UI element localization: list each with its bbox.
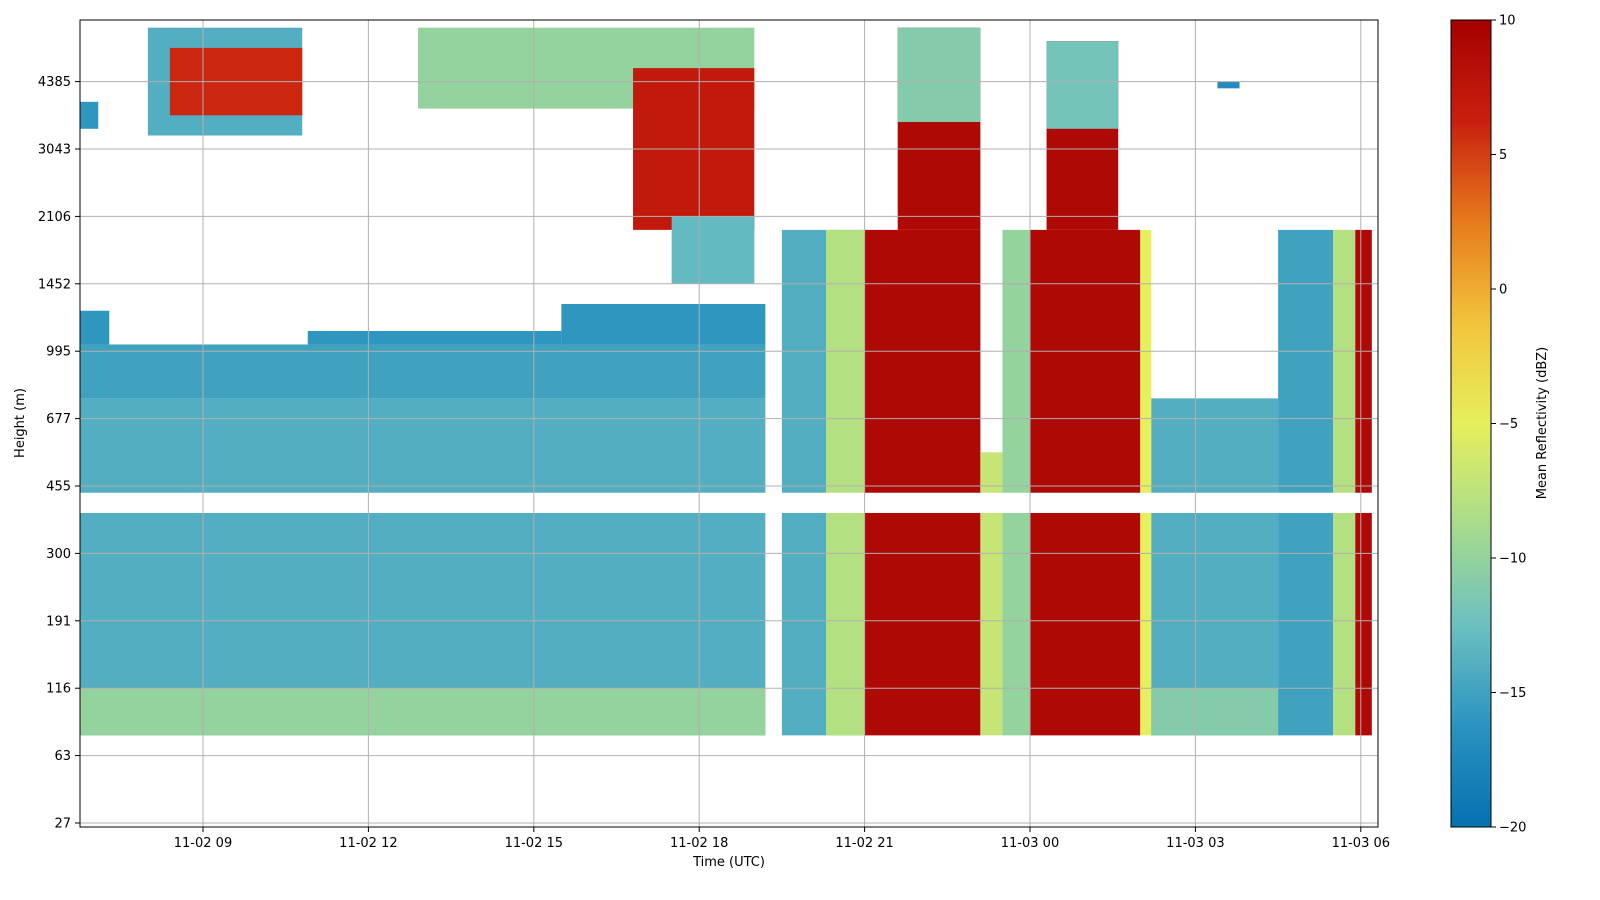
heatmap-cell-precip-gap-fill bbox=[980, 452, 1003, 736]
heatmap-cell-patch-upper-left bbox=[80, 101, 99, 129]
heatmap-cell-precip-2-upper-edge bbox=[1046, 41, 1119, 129]
x-tick-label: 11-02 12 bbox=[339, 836, 397, 851]
plot-frame bbox=[79, 19, 1379, 828]
colorbar-tick-label: 5 bbox=[1499, 148, 1507, 163]
heatmap-cell-low-cloud-mid bbox=[307, 330, 562, 345]
y-tick-label: 1452 bbox=[38, 277, 71, 292]
x-tick-label: 11-03 06 bbox=[1332, 836, 1390, 851]
heatmap-cell-precip-1-upper-edge bbox=[897, 27, 981, 123]
colorbar-ticks: 10 5 0 −5 −10 −15 −20 bbox=[1491, 14, 1526, 836]
x-tick-label: 11-03 00 bbox=[1001, 836, 1059, 851]
y-axis-title: Height (m) bbox=[13, 388, 28, 458]
heatmap-cell-precip-3-core bbox=[1355, 229, 1372, 736]
y-tick-label: 2106 bbox=[38, 210, 71, 225]
colorbar-tick-label: −15 bbox=[1499, 686, 1526, 701]
heatmap-cell-precip-1-edge bbox=[826, 229, 865, 736]
heatmap-cell-precip-2-trail bbox=[1140, 229, 1152, 736]
y-tick-label: 455 bbox=[46, 480, 71, 495]
y-tick-label: 116 bbox=[46, 682, 71, 697]
colorbar-label: Mean Reflectivity (dBZ) bbox=[1535, 347, 1550, 500]
heatmap-cell-upper-cloud-2-tail bbox=[671, 216, 755, 284]
heatmap-gap-band-300-191 bbox=[80, 492, 1378, 513]
heatmap-cell-late-surface-band bbox=[1151, 688, 1279, 736]
colorbar: 10 5 0 −5 −10 −15 −20 Mean Reflectivity (dBZ) bbox=[1450, 14, 1550, 836]
heatmap-layer bbox=[80, 27, 1378, 736]
y-tick-label: 677 bbox=[46, 412, 71, 427]
x-tick-label: 11-02 15 bbox=[505, 836, 563, 851]
heatmap-cell-precip-3-edge bbox=[1333, 229, 1356, 736]
x-axis-title: Time (UTC) bbox=[692, 855, 765, 870]
y-tick-label: 995 bbox=[46, 345, 71, 360]
y-tick-label: 27 bbox=[54, 817, 71, 832]
heatmap-cell-low-cloud-rise bbox=[561, 304, 766, 345]
x-tick-label: 11-02 09 bbox=[174, 836, 232, 851]
colorbar-tick-label: −20 bbox=[1499, 821, 1526, 836]
colorbar-gradient bbox=[1450, 19, 1492, 828]
grid-lines bbox=[80, 20, 1378, 827]
heatmap-cell-low-cloud-base bbox=[80, 398, 766, 736]
y-tick-label: 300 bbox=[46, 547, 71, 562]
y-tick-label: 191 bbox=[46, 614, 71, 629]
heatmap-cell-low-cloud-top-2 bbox=[80, 310, 110, 345]
colorbar-tick-label: −5 bbox=[1499, 417, 1518, 432]
heatmap-cell-precip-1-core bbox=[864, 229, 981, 736]
y-tick-label: 63 bbox=[54, 749, 71, 764]
heatmap-cell-low-cloud-top bbox=[80, 344, 766, 399]
y-tick-label: 4385 bbox=[38, 75, 71, 90]
heatmap-cell-precip-2-core bbox=[1030, 229, 1141, 736]
heatmap-cell-surface-band bbox=[80, 688, 766, 736]
heatmap-cell-precip-2-edge bbox=[1002, 229, 1030, 736]
heatmap-cell-isolated-patch bbox=[1217, 81, 1240, 89]
x-tick-label: 11-02 18 bbox=[670, 836, 728, 851]
colorbar-tick-label: 0 bbox=[1499, 283, 1507, 298]
colorbar-tick-label: −10 bbox=[1499, 552, 1526, 567]
heatmap-cell-precip-3-low bbox=[1278, 229, 1334, 736]
colorbar-tick-label: 10 bbox=[1499, 14, 1516, 29]
x-axis-ticks: 11-02 09 11-02 12 11-02 15 11-02 18 11-02 21… bbox=[174, 827, 1390, 851]
y-axis-ticks: 27 63 116 191 300 455 677 995 1452 2106 3043 4385 bbox=[38, 75, 80, 832]
heatmap-cell-late-low-cloud bbox=[1151, 398, 1279, 736]
x-tick-label: 11-03 03 bbox=[1166, 836, 1224, 851]
x-tick-label: 11-02 21 bbox=[835, 836, 893, 851]
y-tick-label: 3043 bbox=[38, 143, 71, 158]
